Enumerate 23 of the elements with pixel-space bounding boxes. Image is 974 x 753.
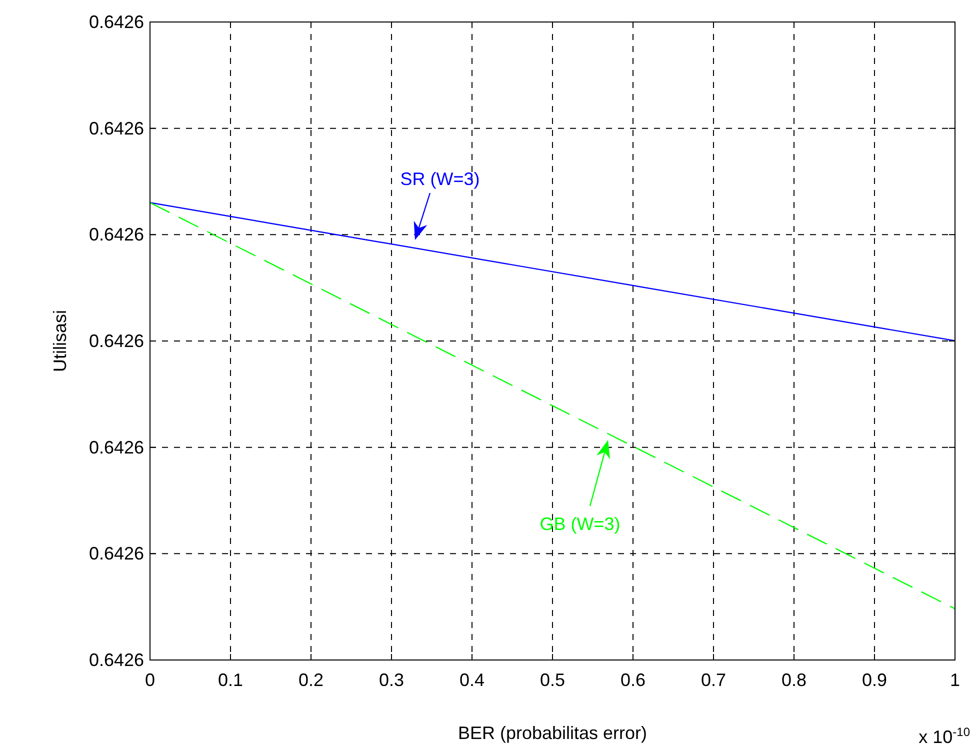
x-tick-label: 0.5 (540, 670, 566, 690)
x-tick-label: 1 (950, 670, 960, 690)
text: 0.6426 (88, 650, 144, 670)
x-tick-label: 0.2 (298, 670, 324, 690)
text: 0.6426 (88, 544, 144, 564)
x-tick-label: 0.4 (459, 670, 485, 690)
x-tick-label: 0.3 (378, 670, 404, 690)
text: x 10$^{-10}$ (918, 725, 970, 747)
x-tick-label: 0.7 (700, 670, 726, 690)
x-axis-title: BER (probabilitas error) (458, 723, 648, 743)
x-tick-label: 0.1 (218, 670, 244, 690)
text: SR (W=3) (400, 169, 480, 189)
annotation: GB (W=3) (540, 514, 620, 534)
text: 0.6426 (88, 437, 144, 458)
text: 0.6426 (88, 118, 144, 138)
x-tick-label: 0.6 (620, 670, 646, 690)
x-tick-label: 0 (144, 670, 156, 690)
text: 0.6426 (88, 224, 144, 245)
x-tick-label: 0.8 (781, 670, 807, 690)
text: 0.6426 (88, 331, 144, 351)
x-tick-label: 0.9 (862, 670, 888, 690)
y-axis-title: Utilisasi (50, 310, 70, 372)
text: 0.6426 (88, 12, 144, 32)
